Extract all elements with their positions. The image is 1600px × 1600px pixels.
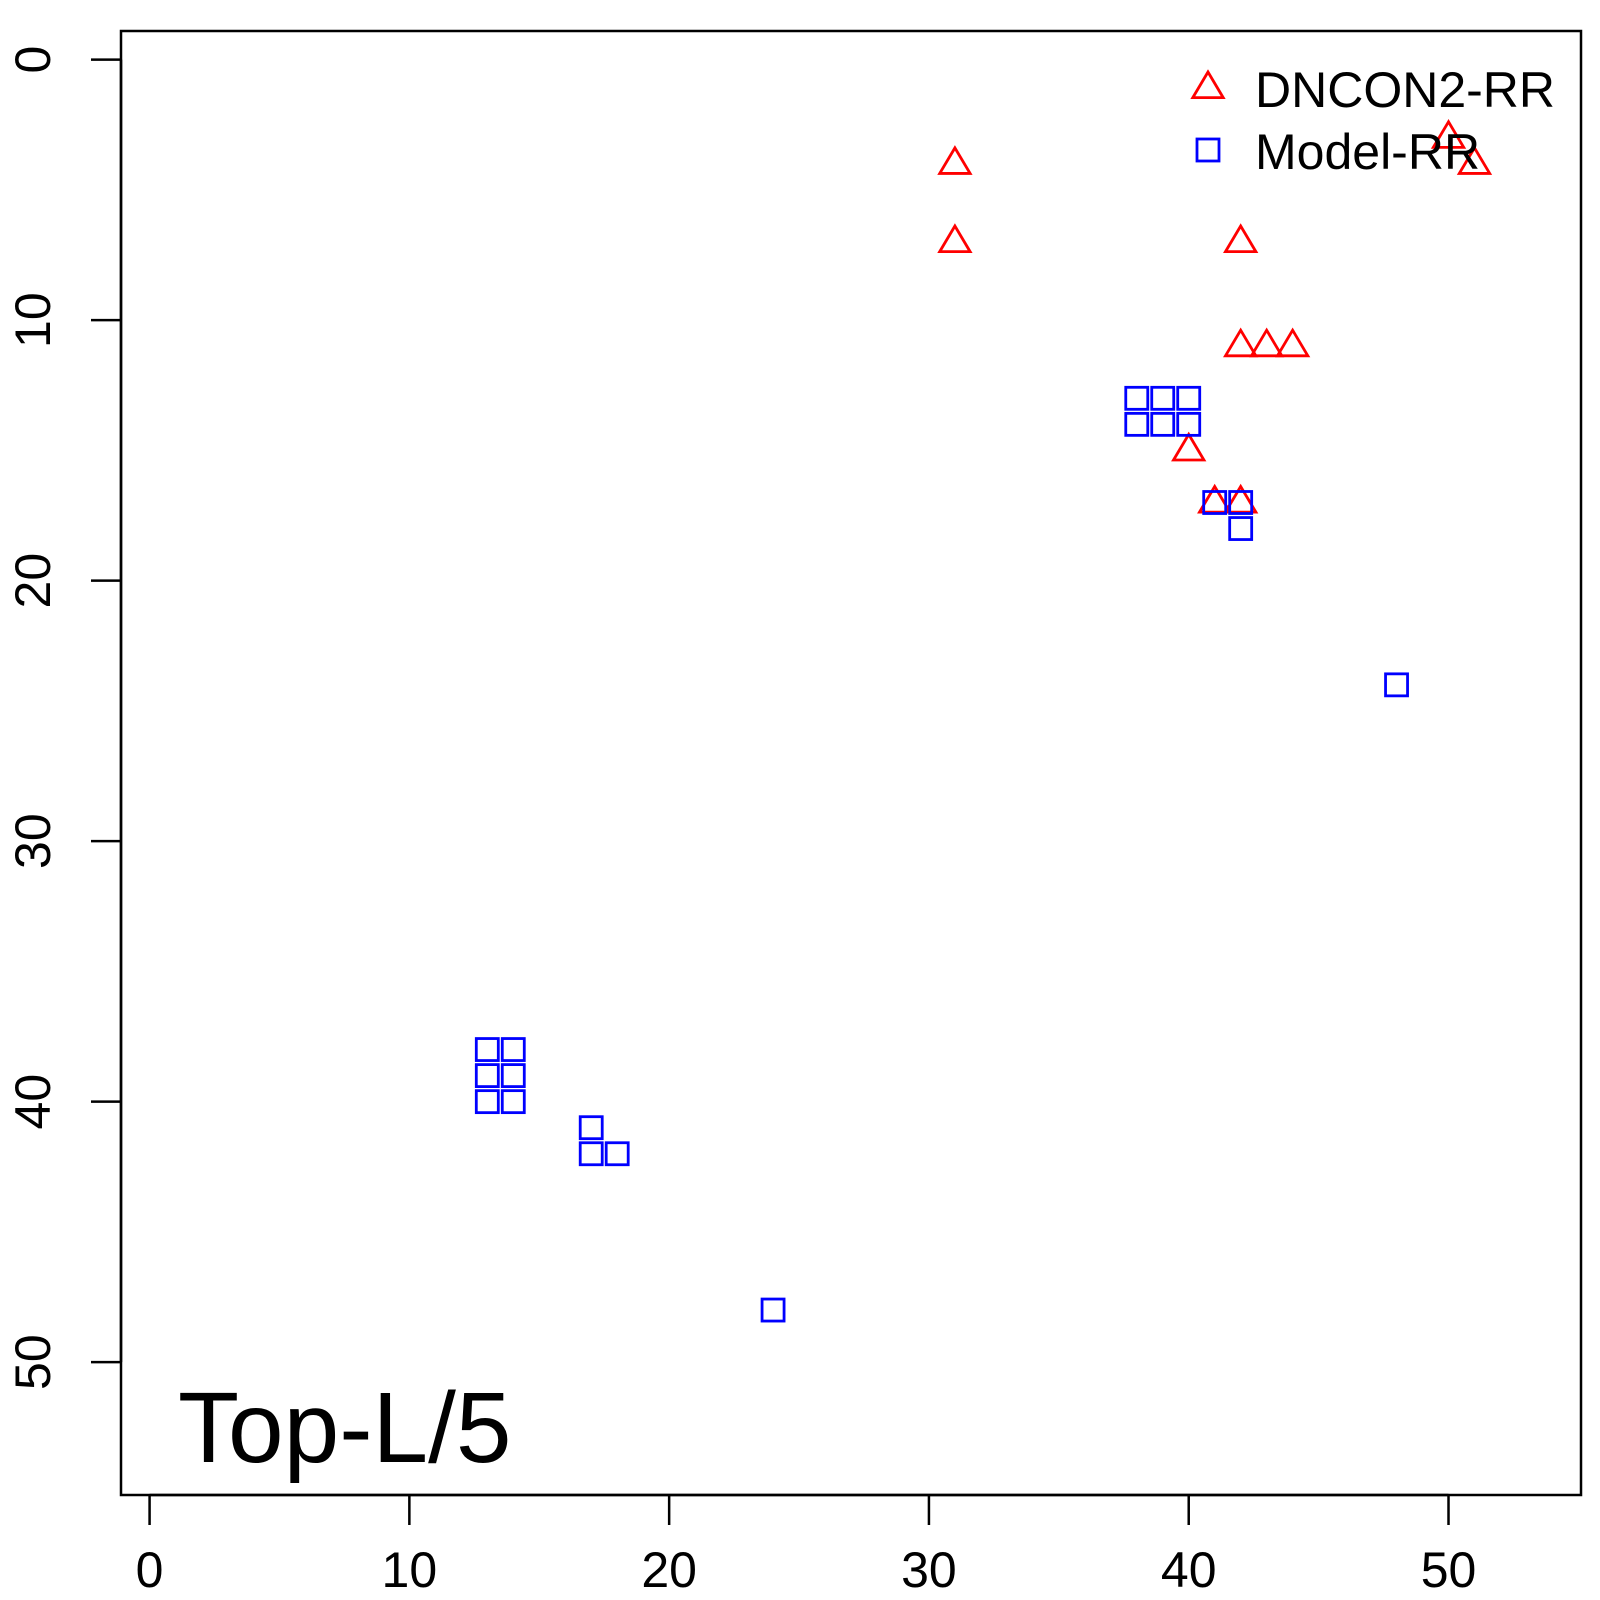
x-axis: 0 10 20 30 40 50 xyxy=(136,1493,1477,1598)
y-tick-label: 10 xyxy=(5,292,61,348)
plot-frame xyxy=(119,29,1583,1497)
square-point xyxy=(500,1063,526,1088)
legend: DNCON2-RR Model-RR xyxy=(1190,62,1555,180)
square-point xyxy=(604,1141,630,1167)
square-point xyxy=(474,1063,500,1088)
square-point xyxy=(1202,490,1228,515)
square-point xyxy=(1384,672,1409,698)
y-tick-label: 50 xyxy=(5,1334,61,1390)
x-tick-label: 50 xyxy=(1421,1542,1477,1598)
square-point xyxy=(500,1037,526,1062)
data-points xyxy=(474,119,1493,1323)
y-tick-label: 40 xyxy=(5,1074,61,1130)
square-point xyxy=(578,1141,604,1167)
square-point xyxy=(474,1037,500,1062)
square-point xyxy=(578,1115,604,1141)
legend-square-marker xyxy=(1195,137,1221,163)
square-point xyxy=(1176,411,1202,437)
y-tick-label: 20 xyxy=(5,553,61,609)
square-point xyxy=(500,1089,526,1115)
panel-annotation: Top-L/5 xyxy=(178,1372,512,1484)
series-dncon2-rr xyxy=(937,119,1493,514)
square-point xyxy=(1176,385,1202,411)
square-point xyxy=(1124,385,1150,411)
y-tick-label: 30 xyxy=(5,813,61,869)
triangle-point xyxy=(1223,223,1259,254)
series-model-rr xyxy=(474,385,1409,1323)
x-tick-label: 0 xyxy=(136,1542,164,1598)
triangle-point xyxy=(1223,327,1259,358)
square-point xyxy=(1150,385,1176,411)
x-tick-label: 40 xyxy=(1161,1542,1217,1598)
triangle-point xyxy=(1171,431,1207,462)
legend-label: Model-RR xyxy=(1255,124,1480,180)
square-point xyxy=(1228,516,1254,541)
triangle-point xyxy=(1248,327,1285,358)
x-tick-label: 10 xyxy=(382,1542,438,1598)
square-point xyxy=(1228,490,1254,515)
square-point xyxy=(1150,411,1176,437)
y-tick-label: 0 xyxy=(5,46,61,74)
x-tick-label: 20 xyxy=(641,1542,697,1598)
triangle-point xyxy=(937,223,973,254)
square-point xyxy=(1124,411,1150,437)
triangle-point xyxy=(1430,119,1467,149)
triangle-point xyxy=(1456,145,1493,175)
x-tick-label: 30 xyxy=(901,1542,957,1598)
legend-label: DNCON2-RR xyxy=(1255,62,1555,118)
triangle-point xyxy=(937,145,973,175)
triangle-point xyxy=(1274,327,1311,358)
square-point xyxy=(474,1089,500,1115)
square-point xyxy=(760,1297,786,1323)
legend-triangle-marker xyxy=(1190,69,1226,99)
y-axis: 0 10 20 30 40 50 xyxy=(5,46,123,1390)
